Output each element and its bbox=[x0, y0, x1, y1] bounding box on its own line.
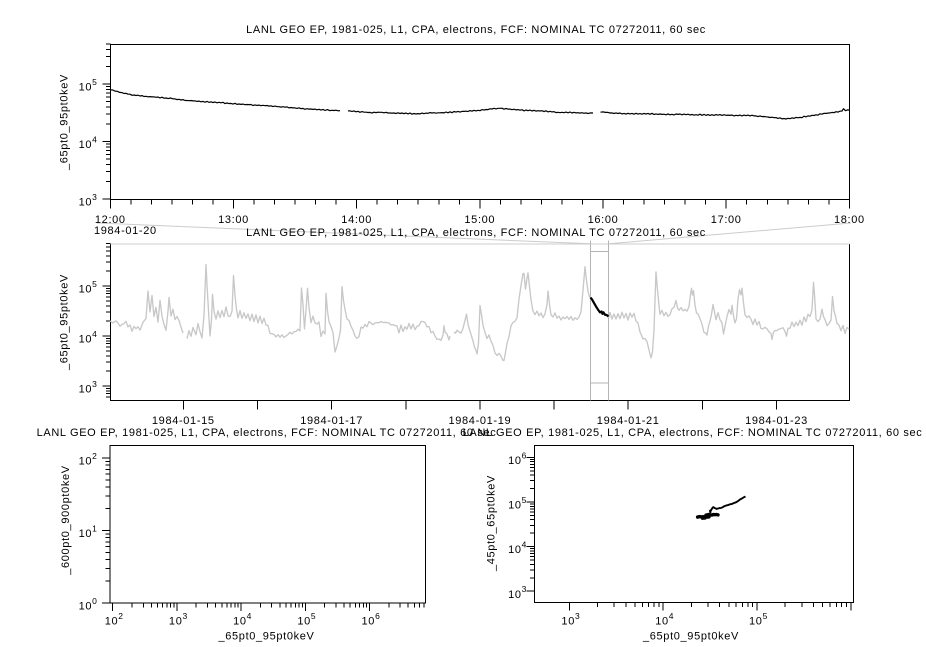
svg-text:15:00: 15:00 bbox=[464, 214, 495, 226]
svg-text:_600pt0_900pt0keV: _600pt0_900pt0keV bbox=[60, 465, 72, 576]
svg-text:1984-01-15: 1984-01-15 bbox=[152, 415, 215, 427]
svg-text:16:00: 16:00 bbox=[588, 214, 619, 226]
svg-text:LANL GEO EP, 1981-025, L1, CPA: LANL GEO EP, 1981-025, L1, CPA, electron… bbox=[37, 427, 497, 439]
svg-text:_65pt0_95pt0keV: _65pt0_95pt0keV bbox=[642, 631, 739, 643]
svg-text:17:00: 17:00 bbox=[711, 214, 742, 226]
svg-text:1984-01-19: 1984-01-19 bbox=[449, 415, 512, 427]
svg-text:_65pt0_95pt0keV: _65pt0_95pt0keV bbox=[59, 274, 71, 371]
svg-text:1984-01-21: 1984-01-21 bbox=[597, 415, 660, 427]
svg-text:18:00: 18:00 bbox=[834, 214, 865, 226]
svg-text:1984-01-20: 1984-01-20 bbox=[94, 225, 157, 237]
svg-text:_65pt0_95pt0keV: _65pt0_95pt0keV bbox=[59, 74, 71, 171]
svg-text:14:00: 14:00 bbox=[341, 214, 372, 226]
svg-text:12:00: 12:00 bbox=[95, 214, 126, 226]
svg-text:LANL GEO EP, 1981-025, L1, CPA: LANL GEO EP, 1981-025, L1, CPA, electron… bbox=[246, 227, 706, 239]
svg-text:13:00: 13:00 bbox=[218, 214, 249, 226]
svg-text:1984-01-17: 1984-01-17 bbox=[300, 415, 363, 427]
svg-text:LANL GEO EP, 1981-025, L1, CPA: LANL GEO EP, 1981-025, L1, CPA, electron… bbox=[246, 24, 706, 36]
svg-text:1984-01-23: 1984-01-23 bbox=[745, 415, 808, 427]
svg-text:LANL GEO EP, 1981-025, L1, CPA: LANL GEO EP, 1981-025, L1, CPA, electron… bbox=[463, 427, 923, 439]
svg-text:_45pt0_65pt0keV: _45pt0_65pt0keV bbox=[486, 475, 498, 572]
svg-text:_65pt0_95pt0keV: _65pt0_95pt0keV bbox=[218, 631, 315, 643]
